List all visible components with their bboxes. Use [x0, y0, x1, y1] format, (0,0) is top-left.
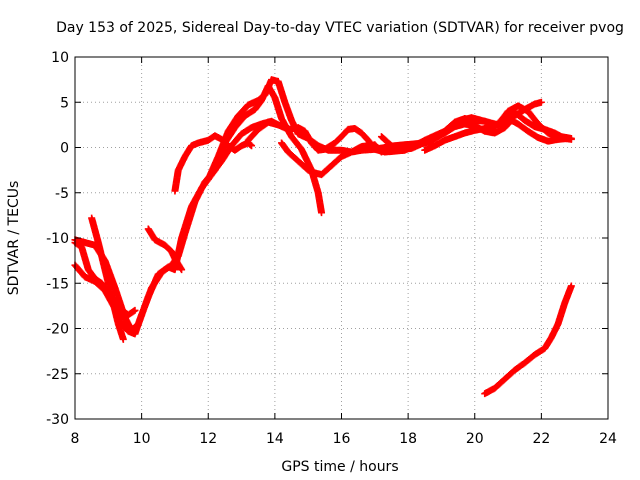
series-track-4 — [88, 214, 127, 343]
axis-ticks — [74, 56, 609, 420]
grid — [75, 57, 608, 419]
data-point — [567, 282, 575, 290]
series-track-11 — [421, 108, 575, 154]
y-tick-label: -20 — [46, 322, 69, 338]
series-track-5 — [144, 225, 186, 274]
x-tick-label: 14 — [266, 431, 284, 447]
y-axis-label: SDTVAR / TECUs — [6, 181, 22, 296]
x-tick-label: 8 — [71, 431, 80, 447]
x-axis-label: GPS time / hours — [281, 459, 398, 475]
x-tick-label: 18 — [399, 431, 417, 447]
y-tick-label: -5 — [55, 186, 69, 202]
data-point — [567, 134, 575, 142]
y-tick-label: 0 — [60, 141, 69, 157]
series-track-3 — [71, 239, 139, 319]
y-tick-label: 5 — [60, 95, 69, 111]
x-tick-label: 24 — [599, 431, 617, 447]
data-point — [248, 142, 256, 150]
y-tick-label: -30 — [46, 412, 69, 428]
data-point — [537, 98, 545, 106]
tick-labels: 8 10 12 14 16 18 20 22 24 10 5 0 -5 -10 -15 -20 -25 -30 — [46, 50, 617, 447]
y-tick-label: -10 — [46, 231, 69, 247]
series-track-1 — [71, 117, 282, 334]
series-track-12 — [481, 282, 575, 398]
data-point — [131, 306, 139, 314]
y-tick-label: -25 — [46, 367, 69, 383]
x-tick-label: 22 — [532, 431, 550, 447]
y-tick-label: -15 — [46, 276, 69, 292]
x-tick-label: 12 — [199, 431, 217, 447]
x-tick-label: 10 — [133, 431, 151, 447]
data-points — [71, 76, 575, 398]
x-tick-label: 16 — [333, 431, 351, 447]
y-tick-label: 10 — [51, 50, 69, 66]
x-tick-label: 20 — [466, 431, 484, 447]
data-point — [119, 335, 127, 343]
data-point — [178, 266, 186, 274]
data-point — [318, 209, 326, 217]
chart-title: Day 153 of 2025, Sidereal Day-to-day VTE… — [56, 20, 624, 36]
